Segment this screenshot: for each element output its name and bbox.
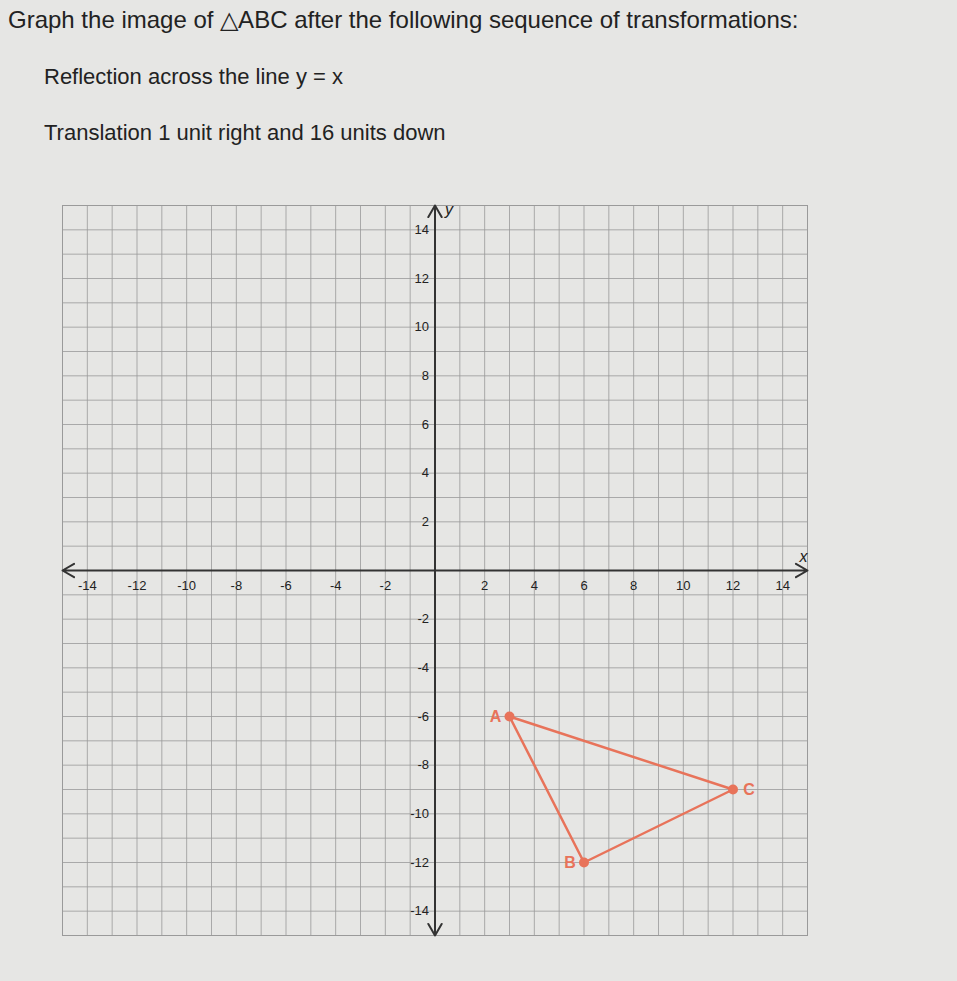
svg-text:14: 14 [775,578,789,593]
svg-text:-6: -6 [280,578,292,593]
svg-text:10: 10 [676,578,690,593]
html-text:Graph the image of △ABC after: Graph the image of △ABC after the follow… [8,6,799,33]
svg-text:C: C [743,781,755,798]
svg-text:-12: -12 [128,578,147,593]
html-text:Reflection across the line y =: Reflection across the line y = x [44,64,343,89]
svg-text:-14: -14 [410,903,429,918]
svg-text:-2: -2 [417,611,429,626]
svg-text:-8: -8 [231,578,243,593]
svg-text:-4: -4 [330,578,342,593]
svg-text:8: 8 [630,578,637,593]
svg-text:14: 14 [415,222,429,237]
svg-text:6: 6 [580,578,587,593]
svg-text:-10: -10 [410,806,429,821]
svg-text:6: 6 [422,417,429,432]
html-text:Translation 1 unit right and 1: Translation 1 unit right and 16 units do… [44,120,446,145]
svg-text:10: 10 [415,319,429,334]
svg-text:4: 4 [422,465,429,480]
svg-text:A: A [490,708,502,725]
svg-text:2: 2 [481,578,488,593]
svg-text:2: 2 [422,514,429,529]
svg-text:4: 4 [531,578,538,593]
svg-text:-10: -10 [177,578,196,593]
svg-text:-12: -12 [410,855,429,870]
svg-text:-8: -8 [417,757,429,772]
svg-text:12: 12 [415,271,429,286]
svg-text:-4: -4 [417,660,429,675]
svg-text:x: x [799,548,809,565]
svg-text:-14: -14 [78,578,97,593]
svg-text:B: B [564,854,576,871]
svg-text:12: 12 [726,578,740,593]
svg-text:y: y [444,201,454,218]
svg-text:8: 8 [422,368,429,383]
svg-text:-2: -2 [380,578,392,593]
svg-text:-6: -6 [417,709,429,724]
